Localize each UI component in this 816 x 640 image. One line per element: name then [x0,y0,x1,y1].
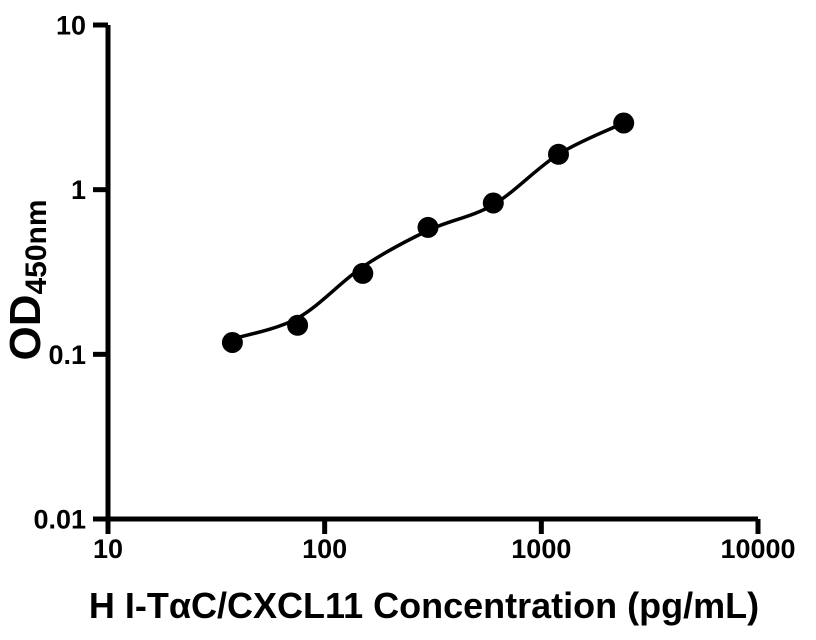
x-tick-label: 100 [302,534,347,564]
axis-spines [105,25,758,522]
y-axis-label-subscript: 450nm [20,199,53,294]
x-axis-tick-labels: 10 100 1000 10000 [93,534,796,564]
data-point [352,262,374,284]
x-tick-label: 10 [93,534,123,564]
x-tick-label: 1000 [511,534,571,564]
y-tick-label: 0.01 [33,505,86,535]
x-axis-ticks [105,519,761,534]
y-axis-tick-labels: 0.01 0.1 1 10 [33,11,86,535]
data-point [287,314,309,336]
data-points [221,112,635,353]
y-tick-label: 1 [71,175,86,205]
data-point [482,192,504,214]
data-point [221,332,243,353]
y-tick-label: 10 [56,11,86,41]
y-axis-label: OD450nm [1,199,53,360]
y-axis-label-main: OD [1,295,50,361]
x-axis-label: H I-TαC/CXCL11 Concentration (pg/mL) [89,585,759,626]
data-point [613,112,635,134]
data-point [548,143,569,165]
y-tick-label: 0.1 [48,340,86,370]
data-point [417,216,439,238]
x-tick-label: 10000 [720,534,795,564]
